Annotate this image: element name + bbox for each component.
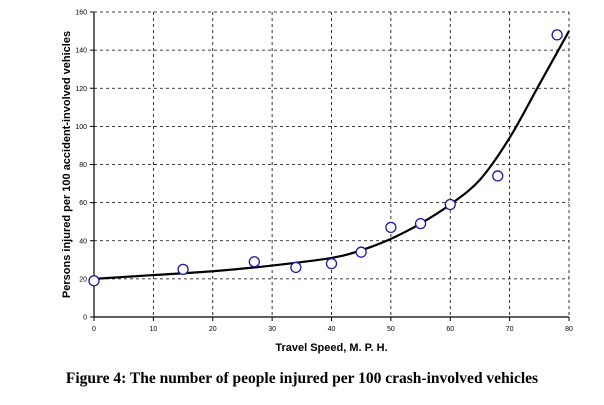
x-tick-labels: 0 10 20 30 40 50 60 70 80 [92, 326, 573, 333]
injury-chart: 0 10 20 30 40 50 60 70 80 020406080100120140160 … [61, 10, 573, 355]
grid-lines [94, 11, 570, 317]
x-tick-label: 60 [446, 326, 454, 333]
x-axis-label: Travel Speed, M. P. H. [275, 342, 387, 354]
data-point [414, 217, 427, 230]
data-point [551, 29, 563, 41]
data-point [444, 198, 456, 211]
y-tick-label: 40 [79, 238, 87, 245]
x-tick-label: 10 [149, 326, 157, 333]
y-tick-label: 160 [75, 10, 87, 17]
x-tick-label: 30 [268, 326, 276, 333]
x-tick-label: 20 [209, 326, 217, 333]
y-tick-label: 140 [75, 48, 87, 55]
x-tick-label: 50 [387, 326, 395, 333]
y-tick-label: 20 [79, 276, 87, 283]
y-tick-labels: 0 20 40 60 80 100 120 140 160 [75, 10, 87, 322]
figure-caption: Figure 4: The number of people injured p… [65, 370, 539, 387]
x-tick-label: 40 [328, 326, 336, 333]
y-tick-label: 120 [75, 86, 87, 93]
trend-curve [93, 30, 570, 280]
x-tick-label: 0 [92, 326, 96, 333]
data-point [325, 257, 338, 270]
data-point [248, 256, 260, 268]
data-point [290, 261, 302, 274]
y-tick-label: 0 [83, 315, 87, 322]
y-axis-label: Persons injured per 100 accident-involve… [61, 31, 73, 298]
y-tick-label: 60 [79, 200, 87, 207]
data-points [88, 29, 563, 287]
data-point [492, 170, 504, 182]
data-point [355, 246, 367, 258]
y-tick-label: 80 [79, 162, 87, 169]
x-tick-label: 70 [506, 326, 514, 333]
y-tick-label: 100 [75, 124, 87, 131]
data-point [177, 263, 189, 275]
data-point [88, 275, 100, 287]
data-point [385, 221, 397, 234]
x-tick-label: 80 [565, 326, 573, 333]
